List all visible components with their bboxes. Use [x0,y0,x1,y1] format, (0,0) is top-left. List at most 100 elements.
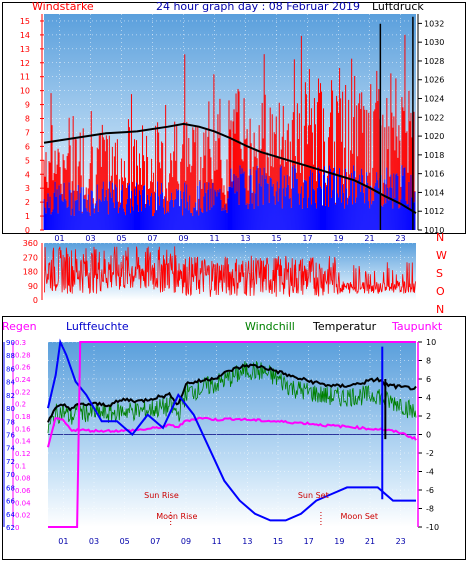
pressure-line [43,122,417,214]
climate-x-tick: 05 [120,537,130,546]
temp-y-tick: -10 [426,523,439,532]
wind-y-tick: 4 [25,170,30,179]
panel-frame-bottom [2,316,466,560]
direction-compass-label: O [436,285,445,298]
humidity-y-tick: 76 [6,432,15,440]
rain-y-tick: 0.06 [15,487,31,495]
rain-y-tick: 0.14 [15,438,31,446]
wind-x-tick: 03 [85,234,95,243]
rain-y-tick: 0.16 [15,425,31,433]
temp-y-tick: 4 [426,394,431,403]
rain-y-tick: 0.2 [15,401,26,409]
temp-y-tick: 0 [426,431,431,440]
temp-y-tick: -6 [426,486,434,495]
wind-axis-title: Windstärke [32,0,94,13]
humidity-y-tick: 66 [6,498,15,506]
rain-y-tick: 0.1 [15,462,26,470]
wind-x-tick: 01 [54,234,64,243]
chart-title: 24 hour graph day : 08 Februar 2019 [156,0,360,13]
wind-y-tick: 12 [20,59,30,68]
wind-x-tick: 17 [302,234,312,243]
direction-compass-label: S [436,267,443,280]
humidity-y-tick: 78 [6,418,15,426]
pressure-y-tick: 1018 [424,151,444,160]
rain-y-tick: 0.26 [15,364,31,372]
climate-x-tick: 07 [150,537,160,546]
wind-y-tick: 15 [20,17,30,26]
wind-y-tick: 9 [25,101,30,110]
rain-y-tick: 0.04 [15,499,31,507]
wind-y-tick: 0 [25,226,30,235]
wind-y-tick: 2 [25,198,30,207]
sun-set-label: Sun Set [298,491,329,500]
climate-x-tick: 21 [365,537,375,546]
wind-x-tick: 19 [333,234,343,243]
pressure-y-tick: 1014 [424,188,444,197]
climate-x-tick: 13 [242,537,252,546]
direction-compass-label: N [436,303,444,316]
climate-x-tick: 09 [181,537,191,546]
direction-y-tick: 90 [28,282,38,291]
direction-y-tick: 270 [23,253,38,262]
wind-x-tick: 09 [178,234,188,243]
humidity-y-tick: 82 [6,392,15,400]
temp-y-tick: -4 [426,468,434,477]
windchill-label: Windchill [245,320,295,333]
temperature-line [47,363,417,423]
sun-rise-label: Sun Rise [144,491,179,500]
wind-y-tick: 7 [25,128,30,137]
humidity-y-tick: 88 [6,352,15,360]
temp-y-tick: 8 [426,357,431,366]
wind-x-tick: 21 [364,234,374,243]
pressure-y-tick: 1012 [424,207,444,216]
pressure-y-tick: 1030 [424,38,444,47]
climate-x-tick: 23 [396,537,406,546]
direction-y-tick: 180 [23,268,38,277]
humidity-y-tick: 64 [6,511,15,519]
direction-y-tick: 360 [23,239,38,248]
climate-x-tick: 11 [212,537,222,546]
temp-y-tick: 10 [426,338,436,347]
rain-y-tick: 0.12 [15,450,31,458]
rain-y-tick: 0.24 [15,376,31,384]
wind-y-tick: 10 [20,87,30,96]
dewpoint-label: Taupunkt [391,320,443,333]
pressure-y-tick: 1010 [424,226,444,235]
wind-x-tick: 13 [240,234,250,243]
humidity-y-tick: 62 [6,524,15,532]
humidity-y-tick: 68 [6,484,15,492]
humidity-y-tick: 72 [6,458,15,466]
wind-y-tick: 8 [25,115,30,124]
dewpoint-line [47,416,417,448]
humidity-label: Luftfeuchte [66,320,129,333]
pressure-y-tick: 1020 [424,132,444,141]
direction-compass-label: W [436,249,447,262]
rain-y-tick: 0.22 [15,388,31,396]
wind-y-tick: 11 [20,73,30,82]
wind-x-tick: 23 [395,234,405,243]
wind-y-tick: 13 [20,45,30,54]
pressure-y-tick: 1024 [424,95,444,104]
pressure-y-tick: 1032 [424,19,444,28]
wind-y-tick: 1 [25,212,30,221]
pressure-axis-title: Luftdruck [372,0,424,13]
wind-y-tick: 3 [25,184,30,193]
humidity-line [47,338,416,522]
temp-y-tick: -2 [426,449,434,458]
wind-y-tick: 5 [25,156,30,165]
direction-compass-label: N [436,231,444,244]
direction-y-tick: 0 [33,296,38,305]
pressure-y-tick: 1022 [424,113,444,122]
wind-x-tick: 15 [271,234,281,243]
humidity-y-tick: 80 [6,405,15,413]
rain-y-tick: 0.3 [15,339,26,347]
temp-y-tick: 2 [426,412,431,421]
humidity-y-tick: 90 [6,339,15,347]
humidity-y-tick: 86 [6,365,15,373]
humidity-y-tick: 70 [6,471,15,479]
temp-y-tick: 6 [426,375,431,384]
rain-y-tick: 0 [15,524,19,532]
rain-y-tick: 0.28 [15,351,31,359]
climate-x-tick: 17 [304,537,314,546]
